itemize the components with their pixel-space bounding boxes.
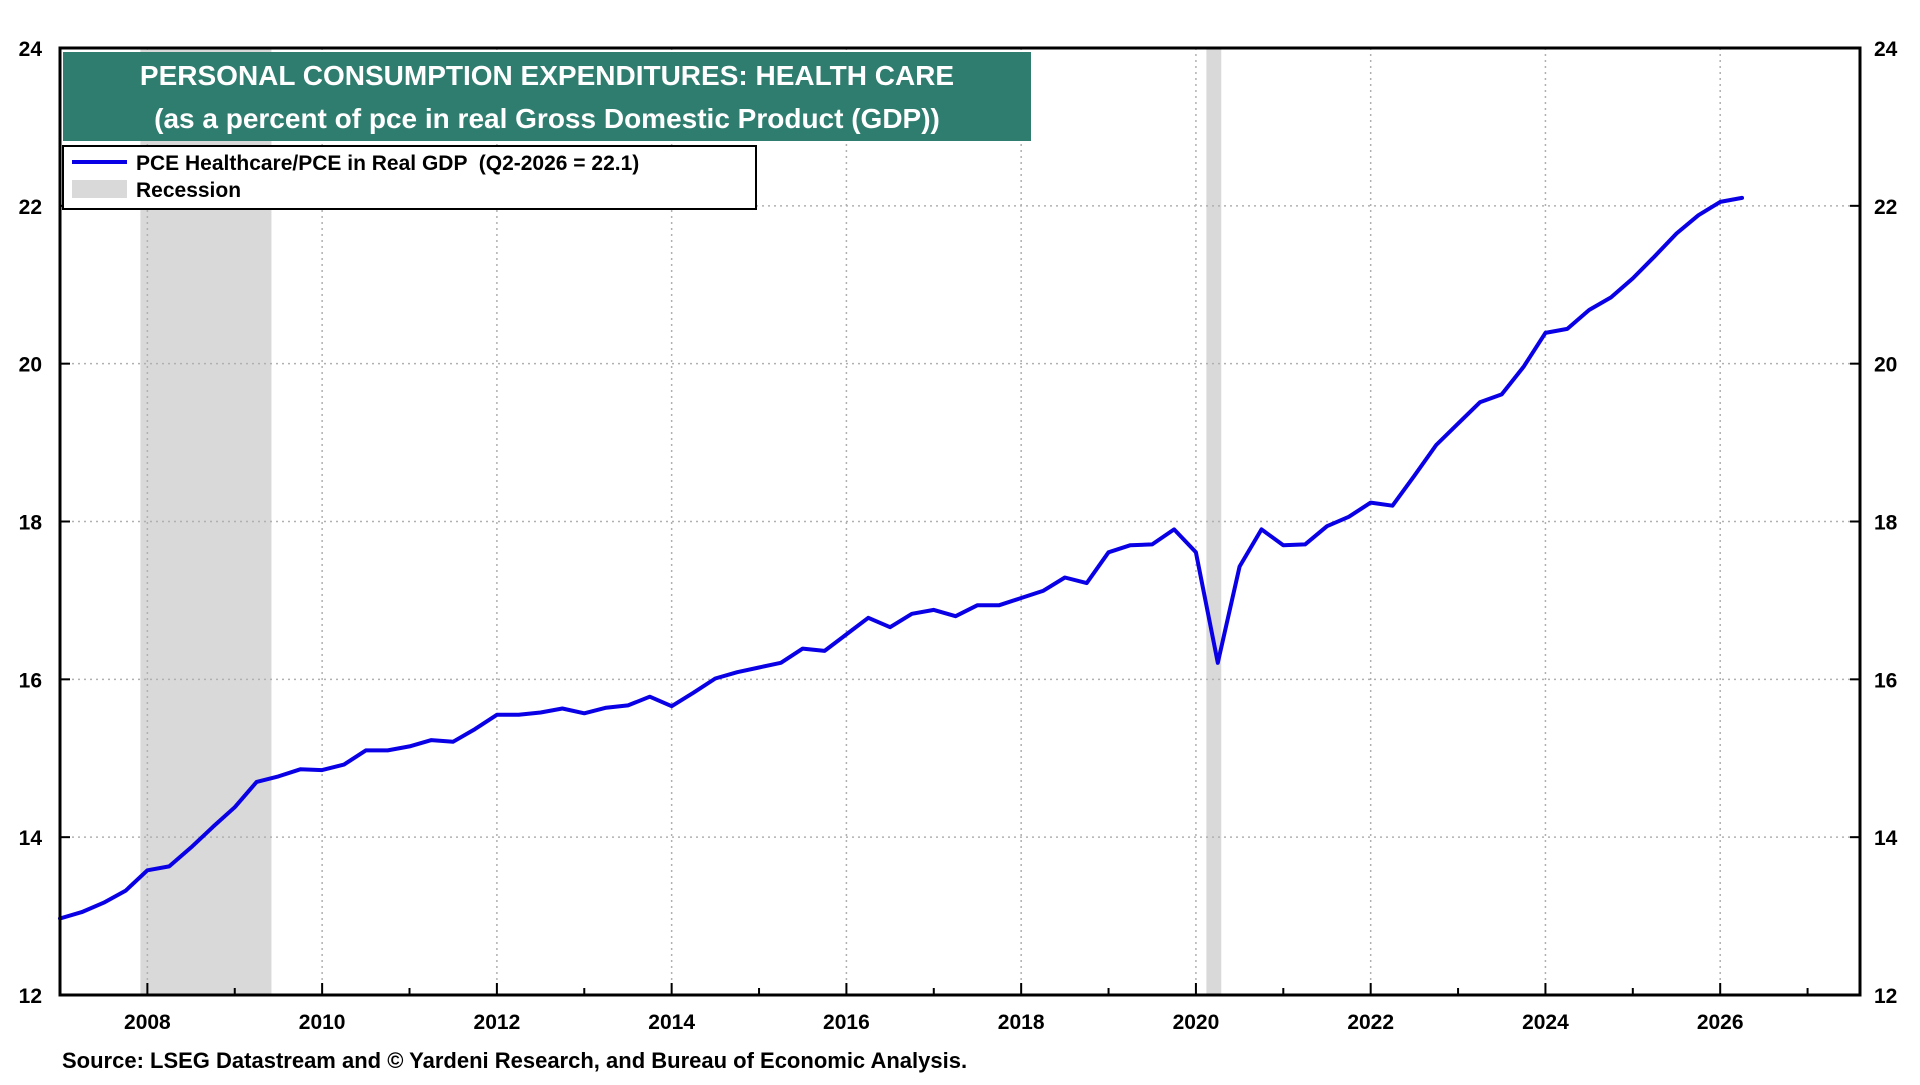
y-tick-label-right: 16 bbox=[1874, 669, 1897, 692]
y-tick-label-left: 22 bbox=[19, 196, 42, 219]
legend-recession-swatch bbox=[72, 180, 127, 198]
y-tick-label-right: 24 bbox=[1874, 38, 1898, 61]
x-tick-label: 2014 bbox=[648, 1011, 695, 1034]
y-tick-label-left: 16 bbox=[19, 669, 42, 692]
x-tick-label: 2012 bbox=[474, 1011, 521, 1034]
x-tick-label: 2022 bbox=[1347, 1011, 1394, 1034]
y-tick-label-right: 12 bbox=[1874, 985, 1897, 1008]
legend-series-label: PCE Healthcare/PCE in Real GDP (Q2-2026 … bbox=[136, 152, 639, 175]
x-tick-label: 2018 bbox=[998, 1011, 1045, 1034]
y-axis-right-tick-labels: 12 14 16 18 20 22 24 bbox=[1874, 38, 1898, 1008]
x-tick-label: 2026 bbox=[1697, 1011, 1744, 1034]
axis-ticks bbox=[59, 47, 1860, 996]
title-background bbox=[63, 52, 1031, 141]
x-tick-label: 2020 bbox=[1173, 1011, 1220, 1034]
y-tick-label-right: 14 bbox=[1874, 827, 1898, 850]
y-tick-label-left: 12 bbox=[19, 985, 42, 1008]
y-tick-label-right: 18 bbox=[1874, 512, 1898, 535]
x-tick-label: 2024 bbox=[1522, 1011, 1569, 1034]
x-axis-tick-labels: 2008 2010 2012 2014 2016 2018 2020 2022 2024 2026 bbox=[124, 1011, 1744, 1034]
chart-subtitle: (as a percent of pce in real Gross Domes… bbox=[154, 103, 940, 134]
series-line bbox=[58, 195, 1744, 921]
legend-box bbox=[62, 145, 757, 210]
y-tick-label-left: 20 bbox=[19, 354, 42, 377]
x-tick-label: 2008 bbox=[124, 1011, 171, 1034]
legend: PCE Healthcare/PCE in Real GDP (Q2-2026 … bbox=[62, 145, 757, 210]
source-note: Source: LSEG Datastream and © Yardeni Re… bbox=[62, 1048, 967, 1073]
y-tick-label-left: 14 bbox=[19, 827, 43, 850]
chart-title-box: PERSONAL CONSUMPTION EXPENDITURES: HEALT… bbox=[63, 52, 1031, 141]
y-tick-label-right: 22 bbox=[1874, 196, 1897, 219]
x-tick-label: 2016 bbox=[823, 1011, 870, 1034]
x-tick-label: 2010 bbox=[299, 1011, 346, 1034]
y-tick-label-right: 20 bbox=[1874, 354, 1897, 377]
legend-recession-label: Recession bbox=[136, 179, 241, 202]
chart-title: PERSONAL CONSUMPTION EXPENDITURES: HEALT… bbox=[140, 60, 954, 91]
series-lines bbox=[58, 195, 1744, 921]
y-tick-label-left: 18 bbox=[19, 512, 43, 535]
y-tick-label-left: 24 bbox=[19, 38, 43, 61]
y-axis-left-tick-labels: 12 14 16 18 20 22 24 bbox=[19, 38, 43, 1008]
